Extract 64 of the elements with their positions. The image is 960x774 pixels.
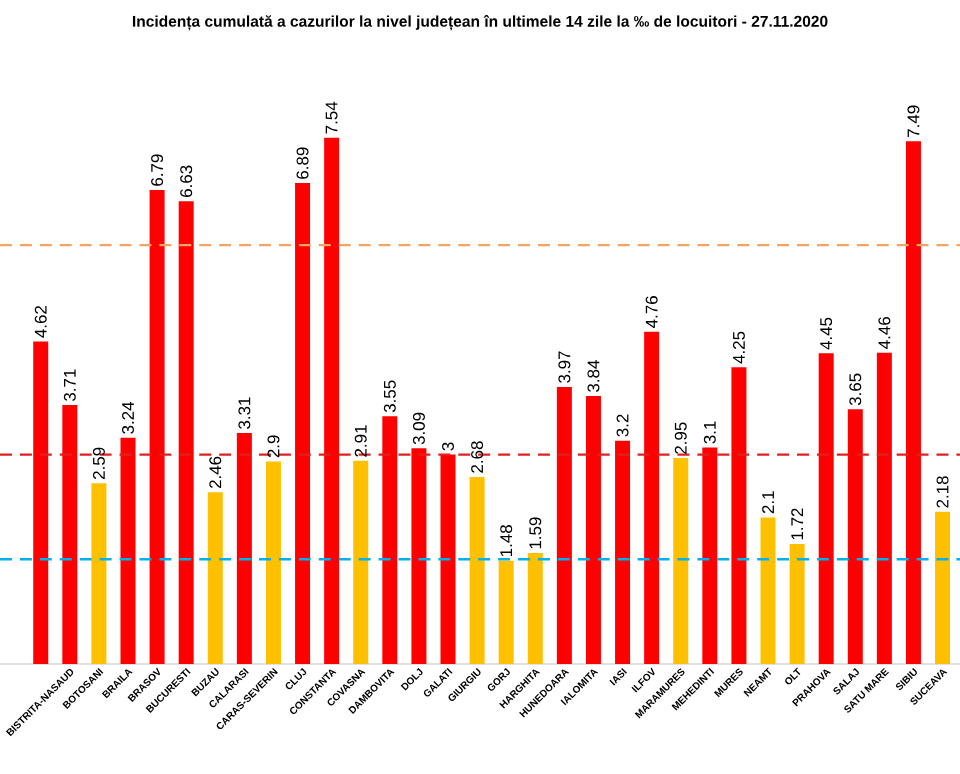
data-label: 2.59	[92, 447, 105, 479]
bar	[62, 405, 78, 664]
bar	[498, 560, 514, 664]
bar	[644, 331, 660, 664]
data-label: 2.9	[267, 435, 280, 458]
data-label: 6.89	[296, 147, 309, 179]
data-label: 1.72	[791, 508, 804, 540]
bar	[353, 460, 369, 664]
data-label: 3.24	[122, 401, 134, 434]
data-label: 3	[442, 442, 454, 451]
bar	[411, 448, 427, 664]
data-label: 2.46	[209, 456, 222, 489]
bar	[673, 458, 689, 664]
data-label: 3.55	[383, 380, 396, 413]
data-label: 6.79	[151, 154, 164, 186]
bar	[265, 461, 281, 664]
data-label: 3.97	[558, 351, 571, 383]
data-label: 4.62	[34, 306, 47, 338]
bar	[876, 352, 892, 664]
bar	[120, 437, 136, 664]
bar	[702, 447, 718, 664]
data-label: 3.31	[238, 397, 251, 429]
data-label: 2.1	[762, 491, 774, 514]
bar	[556, 386, 572, 664]
data-label: 3.65	[849, 373, 862, 406]
bar	[207, 492, 223, 664]
data-label: 3.71	[63, 369, 76, 401]
data-label: 3.09	[412, 412, 425, 445]
bar	[469, 476, 485, 664]
data-label: 4.76	[645, 296, 658, 328]
bar	[847, 409, 863, 664]
bar	[382, 416, 398, 664]
data-label: 1.48	[500, 525, 513, 557]
bar	[236, 432, 252, 664]
data-label: 3.1	[703, 421, 716, 444]
data-label: 7.49	[907, 105, 920, 137]
bar	[149, 190, 165, 664]
bar	[91, 483, 107, 664]
data-label: 4.25	[732, 331, 745, 364]
data-label: 2.95	[674, 422, 687, 454]
data-label: 2.91	[354, 425, 367, 457]
data-label: 2.18	[936, 476, 949, 508]
data-label: 6.63	[180, 165, 193, 197]
data-label: 1.59	[529, 517, 542, 549]
bar	[760, 517, 776, 664]
bar	[789, 543, 805, 664]
bar	[295, 183, 311, 664]
data-label: 3.2	[616, 414, 629, 437]
data-label: 7.54	[325, 101, 338, 134]
bar	[615, 440, 631, 664]
bar	[905, 141, 921, 664]
bar	[33, 341, 49, 664]
bar	[731, 367, 747, 664]
data-label: 3.84	[587, 360, 600, 392]
bar	[818, 353, 834, 664]
bar	[585, 395, 601, 664]
data-label: 2.68	[471, 441, 484, 473]
bar	[324, 137, 340, 664]
data-label: 4.45	[820, 317, 833, 350]
bar	[178, 201, 194, 664]
bar	[440, 454, 456, 664]
bar	[935, 511, 951, 664]
bar	[527, 553, 543, 664]
data-label: 4.46	[878, 317, 891, 349]
